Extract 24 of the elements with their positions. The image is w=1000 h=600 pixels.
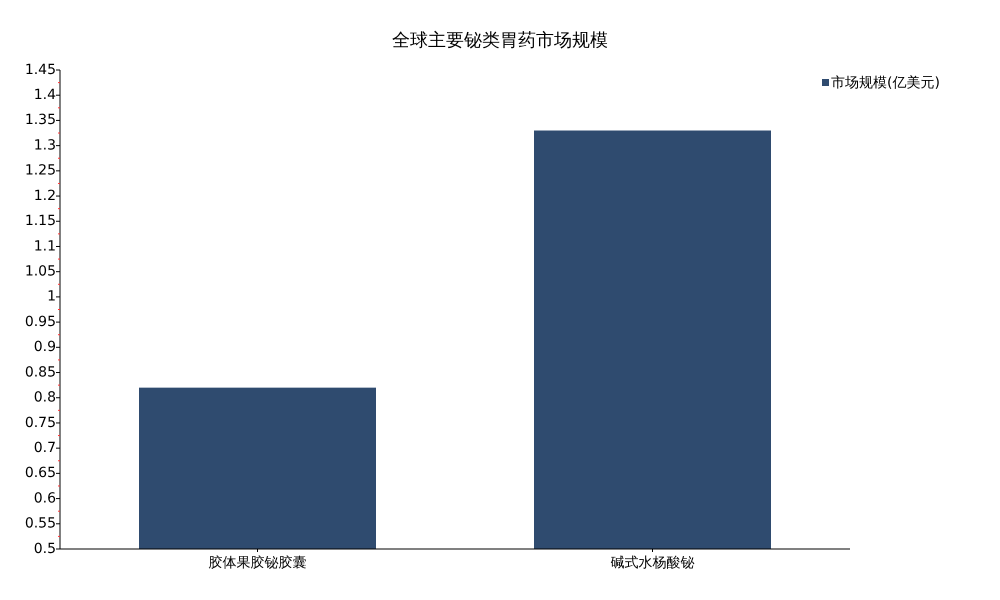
y-tick-label: 0.7 <box>34 440 56 456</box>
y-tick-label: 0.8 <box>34 390 56 406</box>
y-tick-label: 1.15 <box>24 213 56 230</box>
x-tick-label: 胶体果胶铋胶囊 <box>208 554 306 571</box>
y-tick-label: 1.45 <box>24 62 56 78</box>
y-tick-label: 0.85 <box>24 364 56 380</box>
chart-title: 全球主要铋类胃药市场规模 <box>392 30 608 51</box>
y-tick-label: 0.75 <box>24 414 56 431</box>
y-tick-label: 1.3 <box>34 137 56 154</box>
y-tick-label: 0.9 <box>34 339 56 356</box>
y-tick-label: 0.95 <box>24 314 56 330</box>
y-tick-label: 0.5 <box>34 540 56 557</box>
y-tick-label: 1.1 <box>34 238 56 254</box>
y-tick-label: 0.55 <box>24 516 56 532</box>
y-tick-label: 0.6 <box>34 490 56 506</box>
y-tick-label: 1.4 <box>34 87 56 104</box>
legend-label: 市场规模(亿美元) <box>831 74 940 91</box>
y-tick-label: 1.05 <box>24 264 56 280</box>
y-tick-label: 1.35 <box>24 112 56 128</box>
y-tick-label: 1 <box>47 288 56 305</box>
y-tick-label: 0.65 <box>24 465 56 482</box>
x-tick-label: 碱式水杨酸铋 <box>610 554 694 571</box>
y-tick-label: 1.2 <box>34 188 56 204</box>
y-tick-label: 1.25 <box>24 162 56 179</box>
